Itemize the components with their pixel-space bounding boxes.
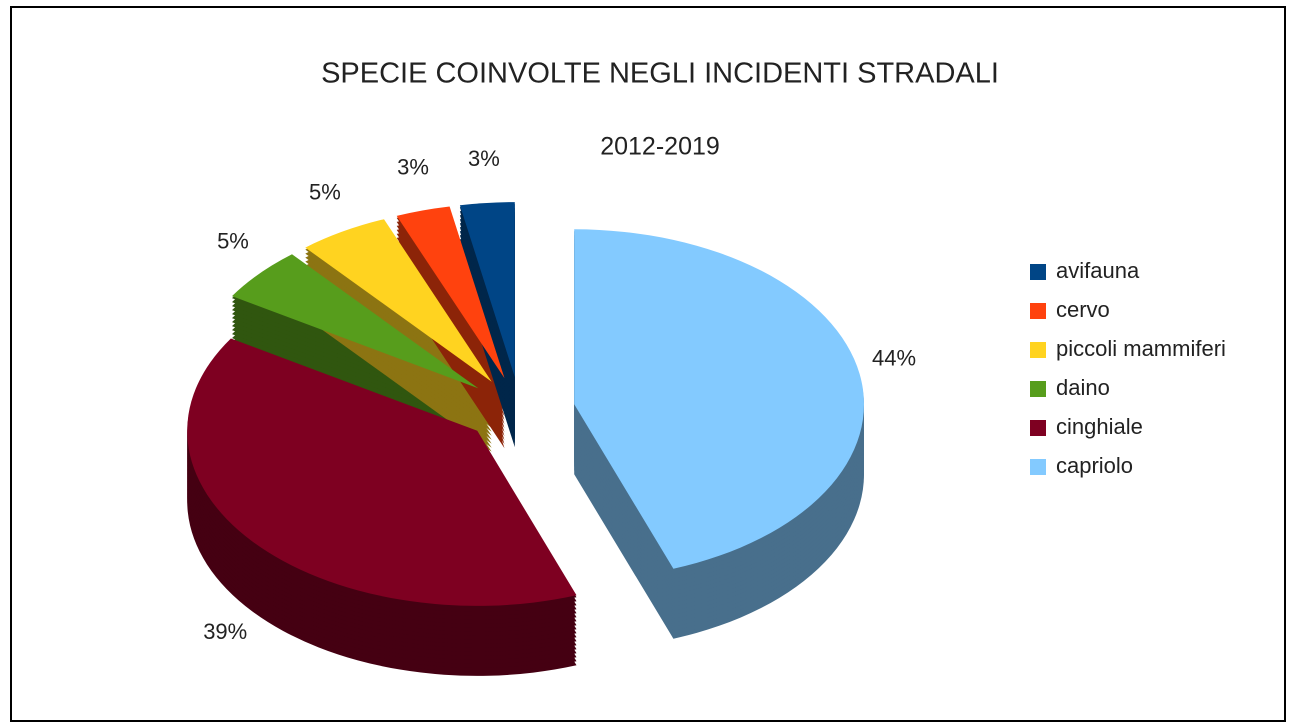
legend-label: cinghiale [1056, 414, 1143, 439]
slice [574, 229, 865, 569]
data-label: 3% [397, 155, 429, 180]
slice [232, 254, 479, 389]
legend-swatch [1030, 459, 1046, 475]
slice [396, 206, 505, 379]
legend-label: avifauna [1056, 258, 1140, 283]
legend-swatch [1030, 381, 1046, 397]
legend-label: daino [1056, 375, 1110, 400]
legend-label: piccoli mammiferi [1056, 336, 1226, 361]
chart-title: SPECIE COINVOLTE NEGLI INCIDENTI STRADAL… [321, 58, 999, 90]
chart-subtitle: 2012-2019 [600, 133, 720, 161]
legend-swatch [1030, 342, 1046, 358]
legend-swatch [1030, 420, 1046, 436]
legend-swatch [1030, 264, 1046, 280]
legend-label: capriolo [1056, 453, 1133, 478]
data-label: 5% [217, 229, 249, 254]
slice [187, 338, 577, 606]
data-label: 44% [872, 346, 916, 371]
slice [459, 202, 515, 378]
data-label: 5% [309, 179, 341, 204]
slice [305, 219, 492, 382]
legend-swatch [1030, 303, 1046, 319]
slice-tops [187, 202, 865, 606]
data-label: 39% [203, 619, 247, 644]
data-label: 3% [468, 146, 500, 171]
legend-label: cervo [1056, 297, 1110, 322]
